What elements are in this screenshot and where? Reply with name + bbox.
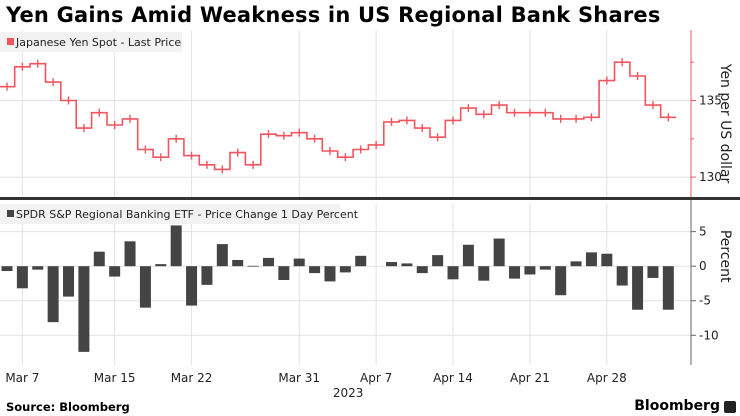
x-tick-label: Apr 14: [433, 371, 473, 385]
yen-series-line: [0, 61, 676, 171]
x-tick-label: Mar 15: [94, 371, 136, 385]
bloomberg-logo: Bloomberg: [634, 398, 720, 414]
etf-bar: [432, 255, 444, 267]
etf-bar: [16, 266, 28, 289]
etf-bar: [462, 244, 474, 267]
legend-label-etf: SPDR S&P Regional Banking ETF - Price Ch…: [16, 208, 359, 221]
legend-box: [0, 204, 340, 224]
etf-bar: [662, 266, 674, 310]
etf-bar: [355, 255, 367, 267]
etf-bar: [262, 257, 274, 267]
legend-swatch-yen: [7, 38, 14, 45]
etf-bar: [585, 252, 597, 267]
etf-bar: [478, 266, 490, 281]
etf-bar: [401, 263, 413, 267]
legend-swatch-etf: [7, 210, 14, 217]
etf-bar: [293, 258, 305, 267]
etf-bar: [47, 266, 59, 323]
panel-separator: [0, 197, 740, 200]
x-tick-label: Apr 21: [510, 371, 550, 385]
x-tick-label: Mar 31: [278, 371, 320, 385]
y-axis-label: Percent: [717, 230, 733, 283]
etf-bar: [647, 266, 659, 278]
etf-bar: [139, 266, 151, 308]
source-note: Source: Bloomberg: [6, 400, 130, 414]
y-tick-label: 135: [699, 93, 722, 107]
etf-bar: [524, 266, 536, 275]
etf-bar: [539, 266, 551, 270]
etf-bar: [124, 241, 136, 267]
etf-bar: [232, 259, 244, 267]
etf-bar: [601, 253, 613, 267]
etf-bar: [63, 266, 75, 297]
etf-bar: [1, 266, 13, 272]
legend-label-yen: Japanese Yen Spot - Last Price: [15, 36, 181, 49]
y-tick-label: 5: [699, 225, 707, 239]
etf-bar: [447, 266, 459, 280]
etf-bar: [170, 225, 182, 267]
etf-bar: [216, 244, 228, 267]
etf-bar: [309, 266, 321, 274]
etf-bar: [616, 266, 628, 286]
etf-bar: [570, 261, 582, 267]
y-tick-label: 0: [699, 259, 707, 273]
etf-bar: [93, 251, 105, 267]
bloomberg-chart-icon: [724, 401, 736, 413]
y-tick-label: -5: [699, 294, 711, 308]
etf-bar: [386, 262, 397, 267]
x-tick-label: Apr 28: [587, 371, 627, 385]
etf-bar: [186, 266, 198, 306]
etf-bar: [155, 264, 167, 267]
etf-bar: [201, 266, 213, 285]
etf-bar: [555, 266, 567, 296]
legend-box: [0, 32, 182, 52]
etf-bar: [493, 238, 505, 267]
etf-bar: [109, 266, 121, 277]
x-tick-label: Mar 7: [5, 371, 39, 385]
etf-bar: [339, 266, 351, 273]
etf-bar: [324, 266, 336, 282]
x-tick-label: Apr 7: [360, 371, 392, 385]
y-tick-label: -10: [699, 328, 719, 342]
etf-bar: [78, 266, 90, 352]
y-axis-label: Yen per US dollar: [717, 63, 733, 184]
etf-bar: [32, 266, 44, 270]
etf-bar: [416, 266, 428, 274]
y-tick-label: 130: [699, 170, 722, 184]
etf-bar: [247, 265, 259, 267]
chart-title: Yen Gains Amid Weakness in US Regional B…: [6, 3, 661, 27]
x-year-label: 2023: [333, 386, 364, 400]
x-tick-label: Mar 22: [171, 371, 213, 385]
etf-bar: [632, 266, 644, 310]
etf-bar: [509, 266, 521, 279]
etf-bar: [278, 266, 290, 281]
